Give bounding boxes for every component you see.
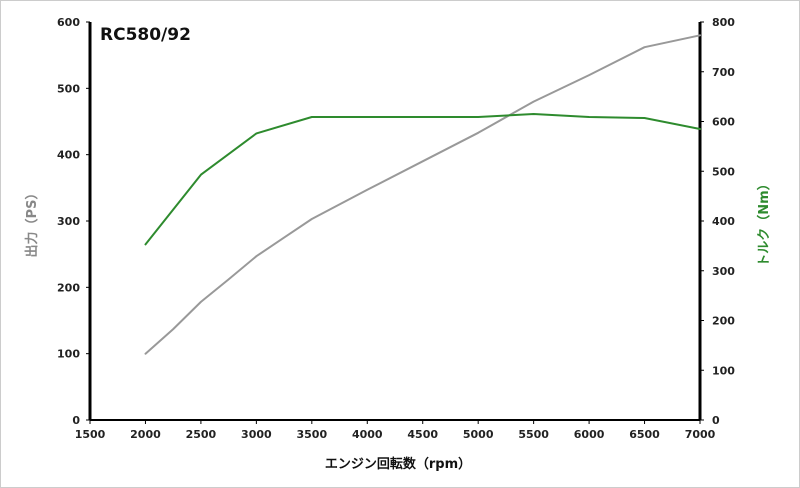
x-tick-label: 2000 (130, 428, 161, 441)
y-tick-label-right: 500 (712, 165, 735, 178)
y-tick-label-left: 500 (57, 82, 80, 95)
torque-line (144, 113, 701, 246)
x-tick-label: 5000 (463, 428, 494, 441)
x-tick-label: 2500 (186, 428, 217, 441)
plot-area: 1500 2000 2500 3000 3500 4000 4500 5000 5500 6000… (57, 16, 735, 441)
y-tick-label-left: 400 (57, 149, 80, 162)
y-tick-label-right: 100 (712, 364, 735, 377)
x-tick-label: 3000 (241, 428, 272, 441)
chart-title: RC580/92 (100, 25, 191, 45)
y-tick-label-right: 0 (712, 414, 720, 427)
y-tick-label-right: 800 (712, 16, 735, 29)
x-tick-label: 5500 (518, 428, 549, 441)
y-tick-label-left: 100 (57, 348, 80, 361)
y-tick-label-right: 700 (712, 66, 735, 79)
x-tick-label: 6000 (574, 428, 605, 441)
x-tick-label: 4000 (352, 428, 383, 441)
y-tick-label-right: 400 (712, 215, 735, 228)
x-tick-label: 7000 (685, 428, 716, 441)
x-tick-label: 4500 (407, 428, 438, 441)
x-tick-label: 3500 (297, 428, 328, 441)
x-tick-label: 1500 (75, 428, 106, 441)
y-tick-label-left: 200 (57, 281, 80, 294)
power-line (144, 34, 701, 355)
y-tick-label-left: 600 (57, 16, 80, 29)
y-tick-label-right: 300 (712, 265, 735, 278)
y-tick-label-right: 200 (712, 315, 735, 328)
x-tick-label: 6500 (629, 428, 660, 441)
y-axis-label-left: 出力（PS） (24, 187, 40, 258)
y-tick-label-right: 600 (712, 116, 735, 129)
y-tick-label-left: 300 (57, 215, 80, 228)
x-axis-label: エンジン回転数（rpm） (325, 456, 471, 472)
y-axis-label-right: トルク（Nm） (756, 177, 772, 266)
y-tick-label-left: 0 (72, 414, 80, 427)
